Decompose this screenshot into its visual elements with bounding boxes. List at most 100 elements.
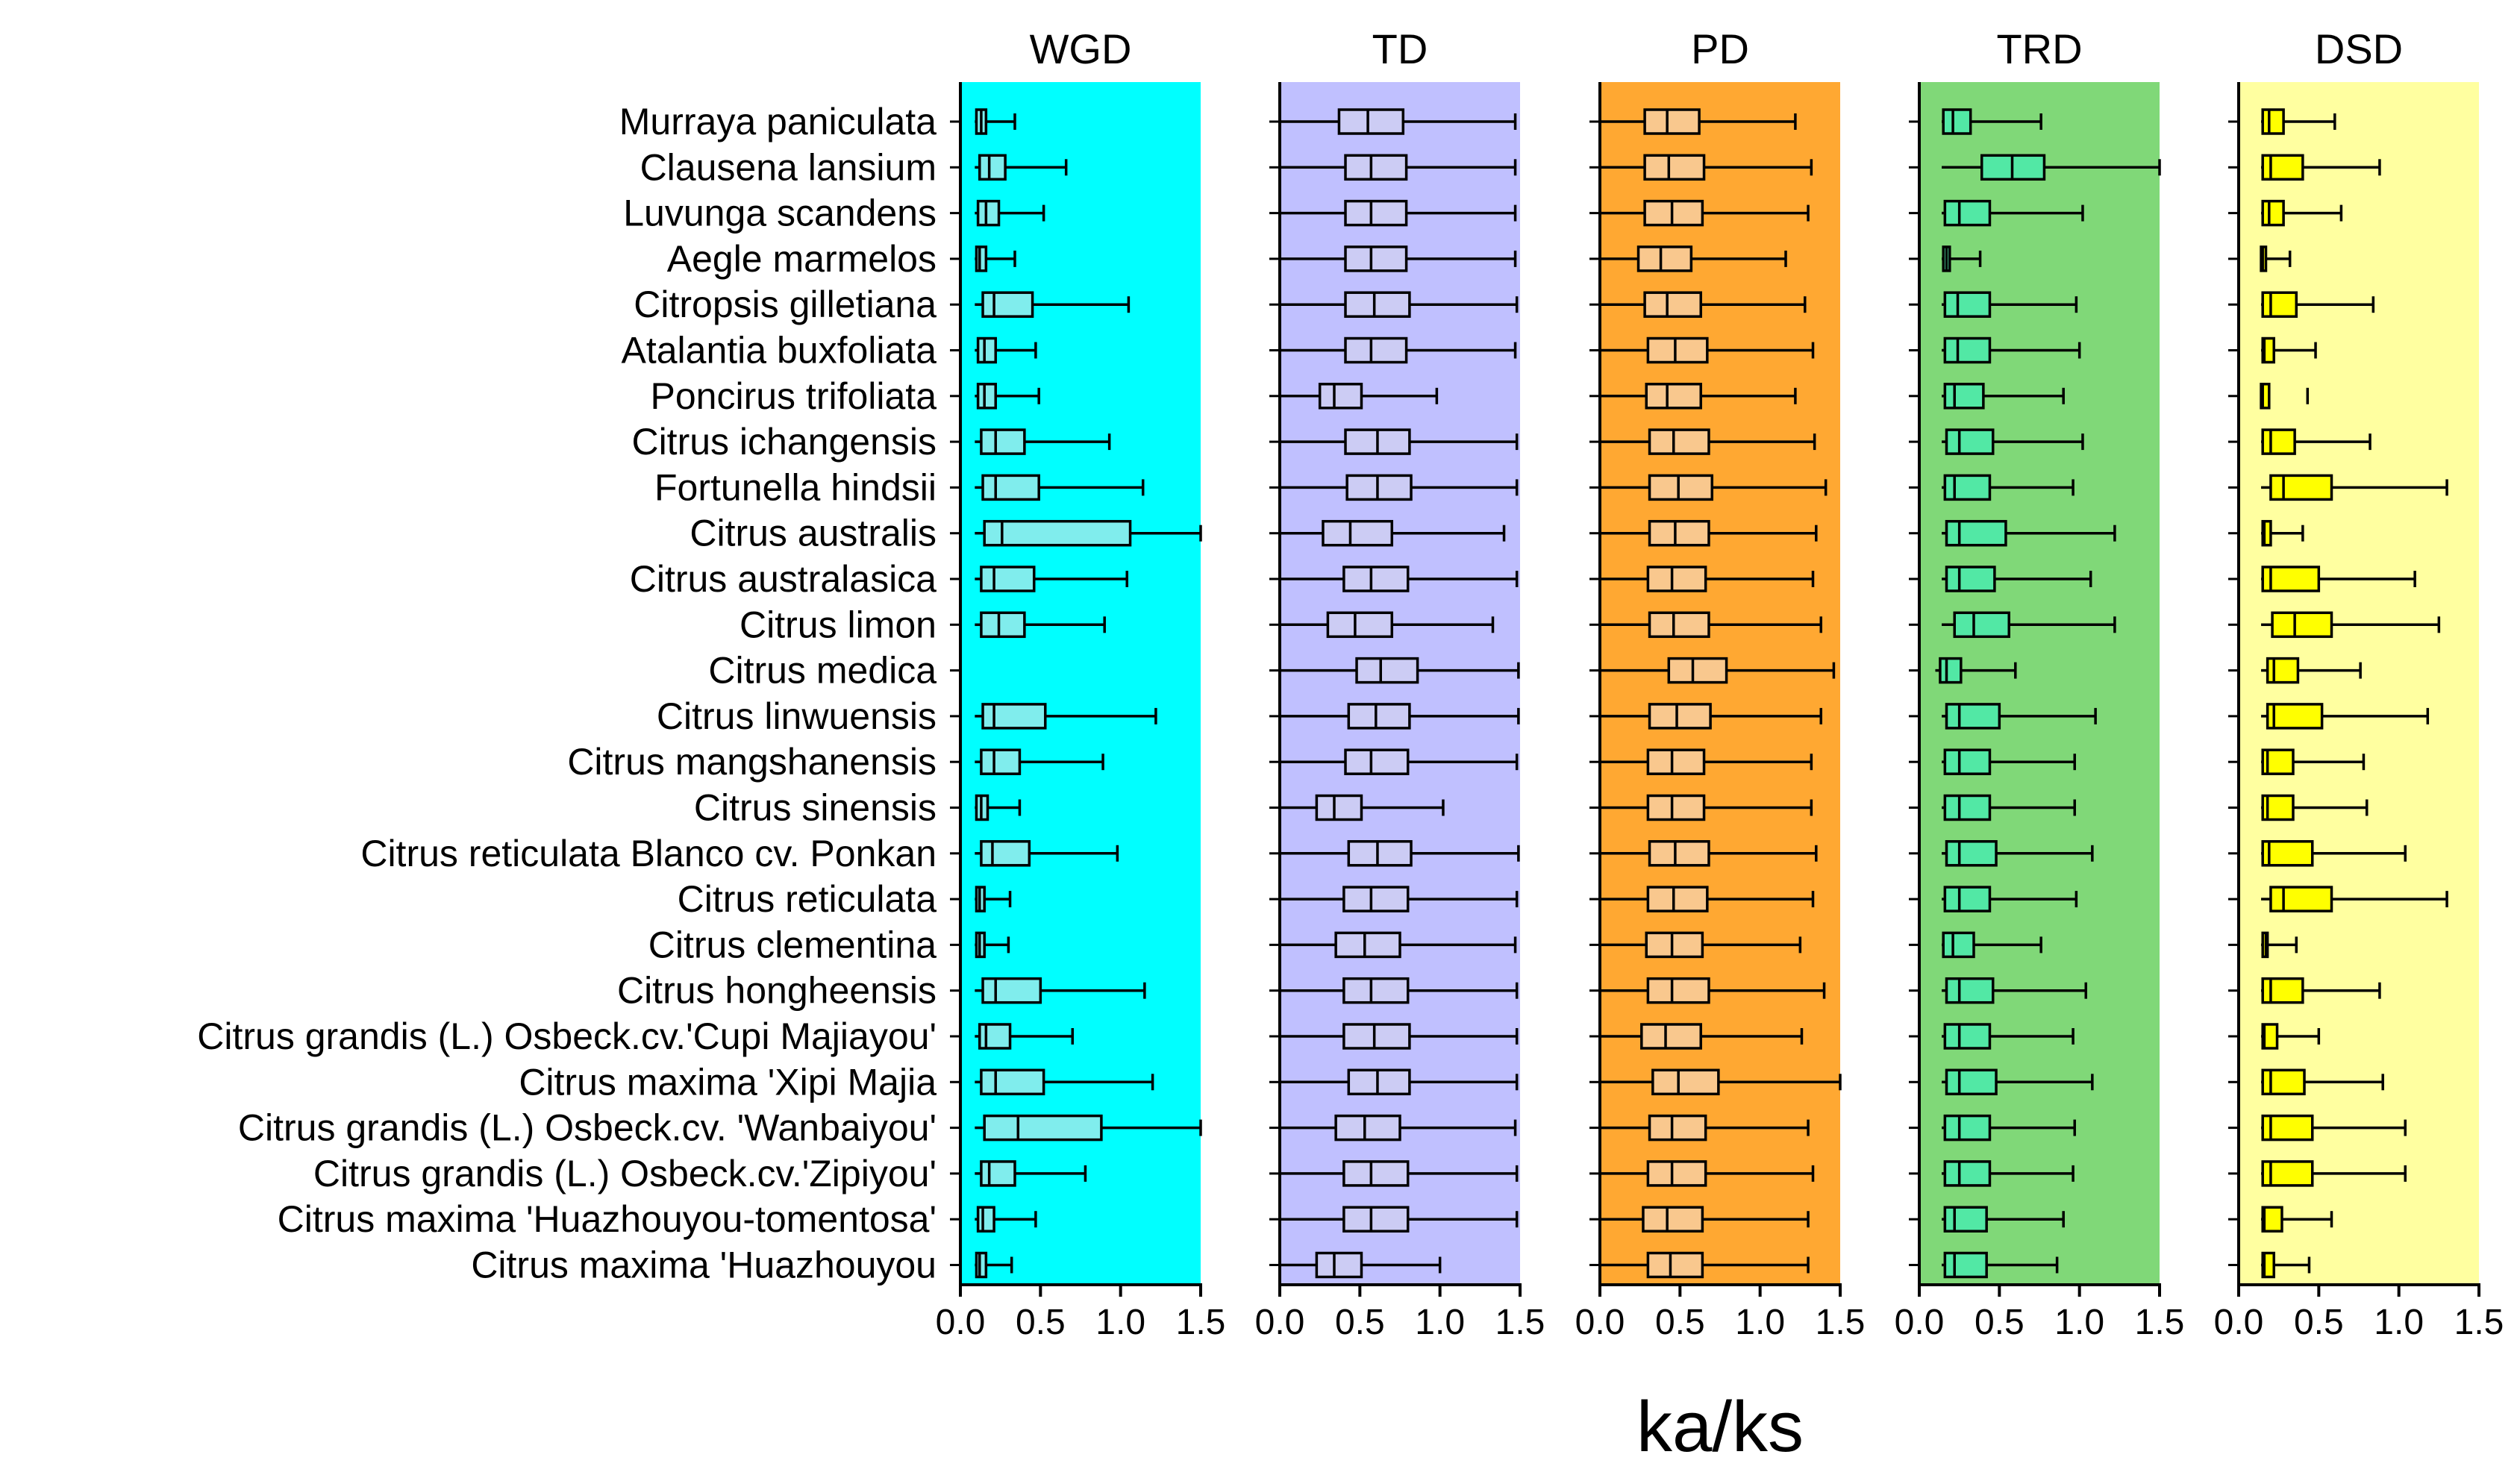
box-citrus-maxima-huazhouyou-tomentosa — [975, 1206, 1037, 1233]
box-atalantia-buxfoliata — [975, 336, 1037, 364]
iqr-box — [2261, 108, 2285, 135]
species-label-fortunella-hindsii: Fortunella hindsii — [654, 466, 937, 508]
box-murraya-paniculata — [1280, 108, 1517, 135]
box-atalantia-buxfoliata — [1280, 336, 1517, 364]
box-luvunga-scandens — [1600, 199, 1810, 227]
box-aegle-marmelos — [1600, 245, 1787, 272]
box-clausena-lansium — [2261, 154, 2381, 181]
box-citrus-clementina — [1280, 931, 1517, 959]
iqr-box — [978, 154, 1007, 181]
iqr-box — [976, 383, 997, 410]
species-label-aegle-marmelos: Aegle marmelos — [667, 238, 937, 280]
iqr-box — [1943, 886, 1992, 912]
iqr-box — [976, 199, 1001, 227]
box-citrus-ichangensis — [975, 428, 1111, 455]
iqr-box — [1943, 1160, 1992, 1187]
iqr-box — [1953, 611, 2010, 639]
box-citrus-maxima-huazhouyou — [1280, 1251, 1442, 1279]
box-citrus-australasica — [1280, 566, 1519, 592]
iqr-box — [1646, 977, 1710, 1004]
box-citrus-grandis-l-osbeck-cv-zipiyou — [1280, 1160, 1519, 1187]
box-citrus-medica — [2261, 657, 2362, 684]
iqr-box — [2261, 840, 2314, 867]
iqr-box — [980, 611, 1026, 639]
box-citrus-mangshanensis — [975, 748, 1104, 775]
iqr-box — [1342, 1160, 1410, 1187]
iqr-box — [2261, 1206, 2283, 1233]
iqr-box — [1945, 977, 1995, 1004]
species-label-citrus-sinensis: Citrus sinensis — [694, 787, 937, 829]
iqr-box — [1642, 1206, 1704, 1233]
iqr-box — [1344, 245, 1408, 272]
species-label-citrus-limon: Citrus limon — [740, 604, 937, 645]
x-tick-label: 0.5 — [1016, 1303, 1066, 1342]
iqr-box — [983, 1114, 1103, 1142]
iqr-box — [975, 245, 988, 272]
box-murraya-paniculata — [975, 108, 1016, 135]
box-citrus-limon — [1280, 611, 1495, 639]
box-citrus-medica — [1600, 657, 1836, 684]
species-label-citrus-maxima-huazhouyou-tomentosa: Citrus maxima 'Huazhouyou-tomentosa' — [278, 1198, 937, 1240]
species-label-atalantia-buxfoliata: Atalantia buxfoliata — [621, 330, 937, 372]
iqr-box — [1636, 245, 1693, 272]
iqr-box — [1322, 519, 1394, 547]
box-aegle-marmelos — [975, 245, 1016, 272]
iqr-box — [1943, 336, 1992, 364]
species-label-citrus-linwuensis: Citrus linwuensis — [657, 695, 937, 737]
box-citrus-grandis-l-osbeck-cv-cupi-majiayou — [1942, 1023, 2075, 1050]
box-citrus-maxima-xipi-majia — [1942, 1068, 2094, 1096]
box-atalantia-buxfoliata — [1600, 336, 1815, 364]
panel-trd: TRD 0.0 0.5 1.0 1.5 — [1895, 25, 2185, 1342]
box-citrus-australasica — [2261, 566, 2416, 592]
box-citrus-limon — [1942, 611, 2116, 639]
box-citrus-sinensis — [1942, 794, 2076, 821]
box-citrus-hongheensis — [2261, 977, 2381, 1004]
iqr-box — [1945, 566, 1996, 592]
box-citrus-grandis-l-osbeck-cv-zipiyou — [1600, 1160, 1815, 1187]
box-citrus-grandis-l-osbeck-cv-wanbaiyou — [1942, 1114, 2076, 1142]
iqr-box — [1315, 794, 1363, 821]
iqr-box — [1342, 1206, 1410, 1233]
panel-title: PD — [1691, 25, 1749, 72]
box-poncirus-trifoliata — [1942, 383, 2065, 410]
species-label-citrus-reticulata: Citrus reticulata — [678, 878, 937, 920]
box-poncirus-trifoliata — [1280, 383, 1439, 410]
panel-title: TD — [1372, 25, 1428, 72]
iqr-box — [2269, 474, 2333, 501]
iqr-box — [1646, 1160, 1707, 1187]
box-luvunga-scandens — [2261, 199, 2343, 227]
box-citrus-ichangensis — [1280, 428, 1519, 455]
iqr-box — [1942, 931, 1975, 959]
box-citrus-linwuensis — [1280, 703, 1520, 730]
panel-title: TRD — [1996, 25, 2082, 72]
iqr-box — [1344, 291, 1411, 318]
box-citrus-grandis-l-osbeck-cv-wanbaiyou — [1600, 1114, 1810, 1142]
iqr-box — [1943, 291, 1992, 318]
box-citrus-ichangensis — [2261, 428, 2372, 455]
x-tick-label: 1.0 — [1735, 1303, 1785, 1342]
box-citrus-maxima-huazhouyou-tomentosa — [1600, 1206, 1810, 1233]
box-citrus-hongheensis — [1942, 977, 2088, 1004]
box-citrus-linwuensis — [1942, 703, 2097, 730]
box-citrus-ichangensis — [1942, 428, 2084, 455]
species-label-poncirus-trifoliata: Poncirus trifoliata — [651, 375, 937, 417]
iqr-box — [1347, 1068, 1411, 1096]
iqr-box — [1342, 886, 1410, 912]
x-tick-label: 0.0 — [936, 1303, 986, 1342]
box-citrus-grandis-l-osbeck-cv-wanbaiyou — [1280, 1114, 1517, 1142]
box-citrus-mangshanensis — [1280, 748, 1519, 775]
iqr-box — [1943, 748, 1992, 775]
box-citrus-grandis-l-osbeck-cv-cupi-majiayou — [1600, 1023, 1804, 1050]
x-tick-label: 0.0 — [1255, 1303, 1305, 1342]
box-citrus-sinensis — [1280, 794, 1445, 821]
x-tick-label: 1.0 — [1415, 1303, 1465, 1342]
iqr-box — [1643, 291, 1702, 318]
x-tick-label: 1.5 — [2454, 1303, 2504, 1342]
box-citrus-reticulata — [975, 886, 1012, 912]
iqr-box — [1943, 1023, 1992, 1050]
box-citrus-maxima-huazhouyou-tomentosa — [2261, 1206, 2333, 1233]
species-label-citrus-grandis-l-osbeck-cv-zipiyou: Citrus grandis (L.) Osbeck.cv.'Zipiyou' — [313, 1153, 937, 1194]
species-label-citrus-maxima-xipi-majia: Citrus maxima 'Xipi Majia — [519, 1061, 937, 1103]
